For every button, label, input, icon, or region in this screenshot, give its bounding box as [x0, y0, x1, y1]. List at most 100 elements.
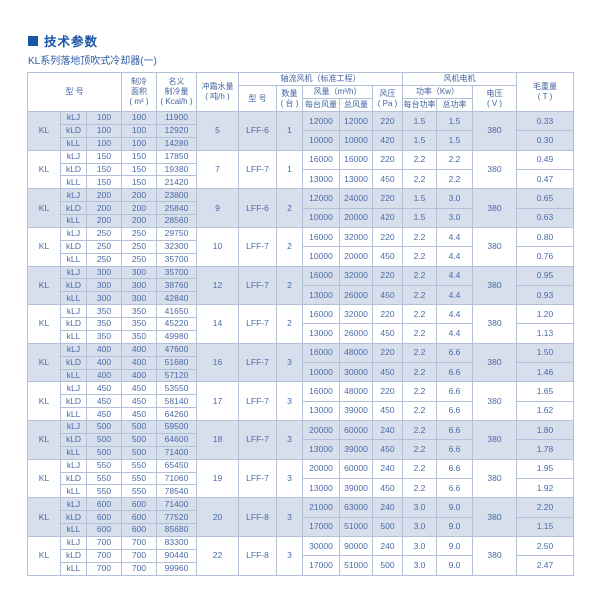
- power-total-cell: 6.6: [437, 440, 473, 460]
- weight-cell: 1.13: [517, 324, 574, 344]
- variant-cell: kLJ: [61, 459, 87, 473]
- flow-per-cell: 13000: [303, 440, 340, 460]
- brand-cell: KL: [28, 536, 61, 576]
- variant-cell: kLL: [61, 446, 87, 460]
- area-cell: 600: [122, 524, 157, 537]
- variant-cell: kLJ: [61, 150, 87, 164]
- area-cell: 550: [122, 485, 157, 499]
- fan-model-cell: LFF-7: [239, 343, 277, 383]
- model-number-cell: 100: [87, 137, 122, 151]
- power-total-cell: 3.0: [437, 189, 473, 209]
- pressure-cell: 500: [373, 517, 403, 537]
- section-title-row: 技术参数: [28, 31, 98, 50]
- weight-cell: 1.62: [517, 401, 574, 421]
- capacity-cell: 35700: [157, 266, 197, 280]
- variant-cell: kLD: [61, 202, 87, 215]
- model-number-cell: 600: [87, 511, 122, 524]
- header-quantity: 数量 ( 台 ): [277, 86, 303, 112]
- pressure-cell: 220: [373, 305, 403, 325]
- flow-per-cell: 17000: [303, 517, 340, 537]
- variant-cell: kLL: [61, 215, 87, 228]
- brand-cell: KL: [28, 498, 61, 537]
- area-cell: 250: [122, 253, 157, 267]
- qty-cell: 2: [277, 189, 303, 228]
- model-number-cell: 550: [87, 485, 122, 499]
- flow-total-cell: 12000: [340, 112, 373, 132]
- qty-cell: 2: [277, 266, 303, 306]
- variant-cell: kLL: [61, 137, 87, 151]
- model-number-cell: 550: [87, 459, 122, 473]
- variant-cell: kLD: [61, 318, 87, 331]
- model-number-cell: 200: [87, 202, 122, 215]
- capacity-cell: 99960: [157, 562, 197, 576]
- water-cell: 9: [197, 189, 239, 228]
- header-capacity: 名义 制冷量 ( Kcal/h ): [157, 73, 197, 112]
- flow-total-cell: 16000: [340, 150, 373, 170]
- capacity-cell: 32300: [157, 240, 197, 254]
- flow-per-cell: 12000: [303, 112, 340, 132]
- header-power-per-unit: 每台功率: [403, 99, 437, 112]
- flow-per-cell: 30000: [303, 536, 340, 557]
- voltage-cell: 380: [473, 421, 517, 460]
- weight-cell: 1.80: [517, 421, 574, 441]
- pressure-cell: 450: [373, 285, 403, 306]
- model-number-cell: 150: [87, 176, 122, 190]
- flow-per-cell: 13000: [303, 285, 340, 306]
- flow-total-cell: 90000: [340, 536, 373, 557]
- power-total-cell: 6.6: [437, 459, 473, 479]
- weight-cell: 1.95: [517, 459, 574, 479]
- pressure-cell: 220: [373, 343, 403, 364]
- capacity-cell: 90440: [157, 549, 197, 563]
- header-air-pressure: 风压 ( Pa ): [373, 86, 403, 112]
- flow-total-cell: 39000: [340, 401, 373, 421]
- pressure-cell: 220: [373, 189, 403, 209]
- power-per-cell: 2.2: [403, 459, 437, 479]
- pressure-cell: 450: [373, 440, 403, 460]
- flow-total-cell: 24000: [340, 189, 373, 209]
- capacity-cell: 29750: [157, 227, 197, 241]
- flow-total-cell: 10000: [340, 131, 373, 151]
- flow-per-cell: 13000: [303, 324, 340, 344]
- brand-cell: KL: [28, 421, 61, 460]
- flow-per-cell: 17000: [303, 556, 340, 576]
- weight-cell: 1.50: [517, 343, 574, 364]
- model-number-cell: 200: [87, 215, 122, 228]
- fan-model-cell: LFF-7: [239, 266, 277, 306]
- flow-total-cell: 48000: [340, 343, 373, 364]
- power-total-cell: 6.6: [437, 382, 473, 402]
- flow-per-cell: 10000: [303, 247, 340, 267]
- capacity-cell: 53550: [157, 382, 197, 396]
- water-cell: 16: [197, 343, 239, 383]
- model-number-cell: 150: [87, 163, 122, 177]
- flow-per-cell: 20000: [303, 459, 340, 479]
- spec-table: 型 号 制冷 面积 ( m² ) 名义 制冷量 ( Kcal/h ) 冲霜水量 …: [27, 72, 574, 576]
- weight-cell: 2.20: [517, 498, 574, 518]
- power-per-cell: 1.5: [403, 112, 437, 132]
- header-axial-fan-group: 轴流风机（标准工程）: [239, 73, 403, 86]
- power-per-cell: 2.2: [403, 440, 437, 460]
- power-total-cell: 9.0: [437, 536, 473, 557]
- variant-cell: kLL: [61, 562, 87, 576]
- model-number-cell: 250: [87, 240, 122, 254]
- capacity-cell: 77520: [157, 511, 197, 524]
- flow-total-cell: 20000: [340, 208, 373, 228]
- header-fan-motor-group: 风机电机: [403, 73, 517, 86]
- model-number-cell: 700: [87, 549, 122, 563]
- water-cell: 19: [197, 459, 239, 499]
- water-cell: 5: [197, 112, 239, 151]
- capacity-cell: 71400: [157, 446, 197, 460]
- flow-total-cell: 32000: [340, 266, 373, 286]
- fan-model-cell: LFF-7: [239, 459, 277, 499]
- weight-cell: 0.49: [517, 150, 574, 170]
- pressure-cell: 450: [373, 324, 403, 344]
- pressure-cell: 240: [373, 498, 403, 518]
- power-per-cell: 2.2: [403, 305, 437, 325]
- capacity-cell: 11900: [157, 112, 197, 125]
- flow-per-cell: 16000: [303, 382, 340, 402]
- capacity-cell: 71060: [157, 472, 197, 486]
- area-cell: 300: [122, 279, 157, 293]
- power-per-cell: 2.2: [403, 150, 437, 170]
- qty-cell: 3: [277, 536, 303, 576]
- voltage-cell: 380: [473, 382, 517, 421]
- capacity-cell: 51680: [157, 356, 197, 370]
